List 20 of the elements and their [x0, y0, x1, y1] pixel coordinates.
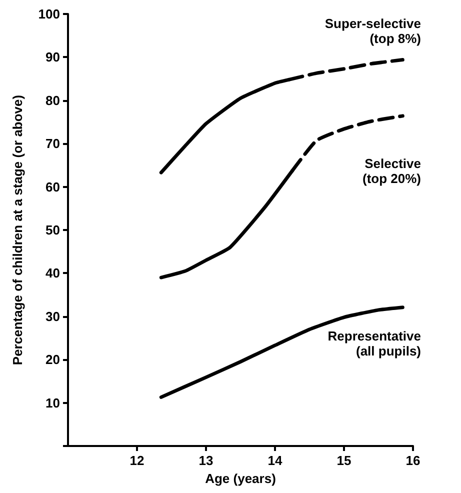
y-axis-title: Percentage of children at a stage (or above) [10, 94, 25, 366]
x-tick-label: 15 [336, 453, 352, 468]
x-tick-label: 12 [130, 453, 144, 468]
y-tick-label: 70 [46, 136, 60, 152]
y-tick-label: 80 [46, 92, 60, 108]
x-tick-label: 13 [198, 453, 214, 468]
y-tick-label: 20 [46, 352, 60, 368]
x-axis-title: Age (years) [205, 471, 276, 486]
x-tick-label: 16 [406, 453, 420, 468]
x-tick-label: 14 [268, 453, 283, 468]
series-label: Representative (all pupils) [328, 328, 421, 358]
y-tick-label: 90 [46, 50, 60, 65]
series-label: Super-selective (top 8%) [324, 16, 421, 46]
y-tick-label: 50 [46, 222, 60, 238]
y-tick-label: 60 [46, 179, 60, 194]
text: Selective (top 20%) [362, 156, 421, 186]
y-tick-label: 10 [46, 395, 60, 410]
y-tick-label: 100 [38, 6, 60, 22]
y-tick-label: 30 [46, 308, 60, 324]
y-tick-label: 40 [46, 266, 60, 281]
